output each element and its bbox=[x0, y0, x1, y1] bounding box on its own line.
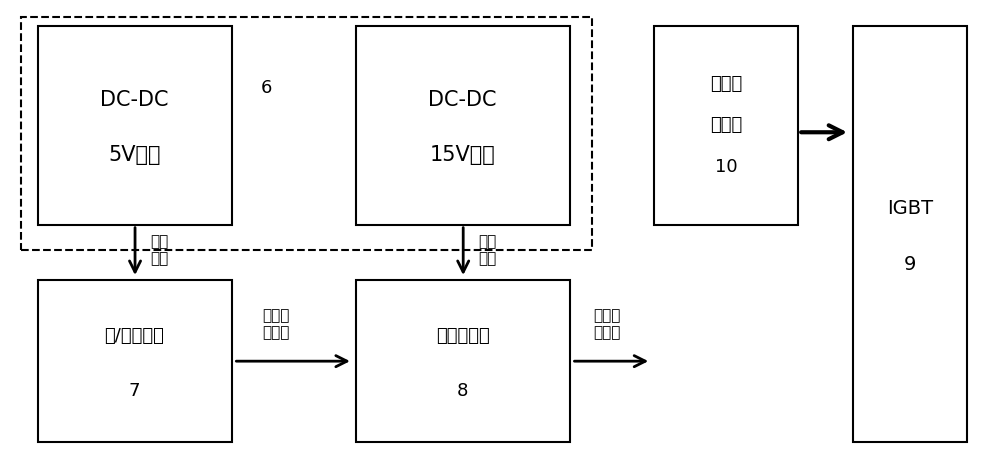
Text: 供电
隔离: 供电 隔离 bbox=[478, 234, 496, 266]
Text: 9: 9 bbox=[904, 255, 916, 274]
Text: 供电
隔离: 供电 隔离 bbox=[150, 234, 168, 266]
Text: 6: 6 bbox=[261, 80, 272, 97]
Bar bbox=[356, 26, 570, 225]
Text: IGBT: IGBT bbox=[887, 199, 933, 218]
Text: 光/电转换器: 光/电转换器 bbox=[105, 327, 164, 345]
Text: 10: 10 bbox=[715, 158, 738, 176]
Text: 输入控
制信号: 输入控 制信号 bbox=[263, 308, 290, 340]
Text: 8: 8 bbox=[457, 382, 468, 400]
Text: 栅极保: 栅极保 bbox=[710, 75, 742, 93]
Text: DC-DC: DC-DC bbox=[100, 90, 169, 110]
Text: 7: 7 bbox=[129, 382, 140, 400]
Text: DC-DC: DC-DC bbox=[428, 90, 497, 110]
Bar bbox=[38, 280, 232, 442]
Text: 5V电源: 5V电源 bbox=[108, 146, 161, 165]
Text: 护电路: 护电路 bbox=[710, 117, 742, 134]
Bar bbox=[38, 26, 232, 225]
Bar bbox=[853, 26, 967, 442]
Bar bbox=[21, 17, 592, 250]
Text: 开关驱动器: 开关驱动器 bbox=[436, 327, 490, 345]
Bar bbox=[356, 280, 570, 442]
Bar bbox=[654, 26, 798, 225]
Text: 15V电源: 15V电源 bbox=[430, 146, 496, 165]
Text: 输出驱
动信号: 输出驱 动信号 bbox=[594, 308, 621, 340]
